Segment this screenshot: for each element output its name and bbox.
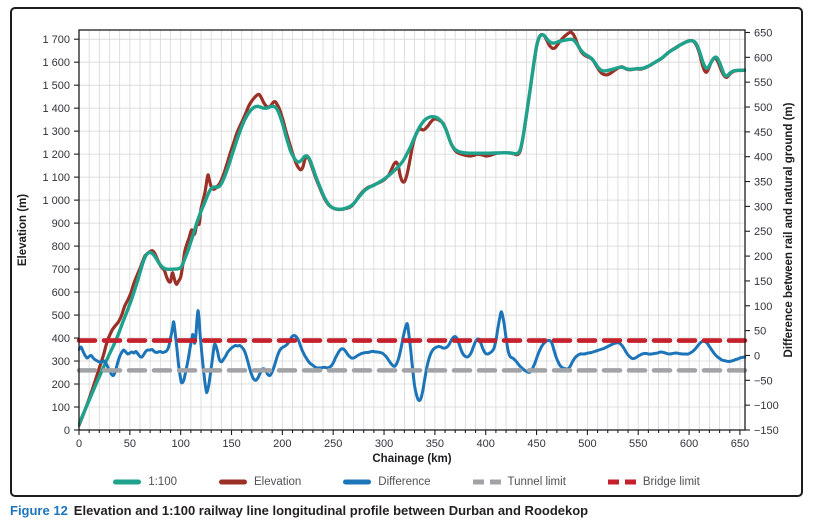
x-axis-title: Chainage (km)	[372, 453, 451, 465]
figure-frame: 0 100 200 300 400 500 600 700 800 900 1 000 1 100 1 …	[10, 7, 803, 497]
y-right-tick-label: 300	[754, 201, 772, 213]
y-right-tick-label: −50	[754, 375, 773, 387]
legend: 1:100 Elevation Difference Tunnel limit Brid…	[12, 476, 801, 488]
x-tick-label: 650	[731, 438, 749, 450]
y-right-tick-label: 400	[754, 152, 772, 164]
legend-swatch-elevation	[218, 479, 247, 485]
legend-label-bridge-limit: Bridge limit	[642, 476, 700, 488]
x-tick-label: 500	[578, 438, 596, 450]
legend-label-1-100: 1:100	[148, 476, 177, 488]
series-group	[76, 30, 748, 427]
legend-swatch-difference	[343, 479, 372, 485]
x-tick-label: 600	[680, 438, 698, 450]
y-left-tick-label: 500	[52, 310, 70, 322]
x-tick-label: 350	[426, 438, 444, 450]
y-right-tick-label: 100	[754, 301, 772, 313]
x-tick-label: 100	[171, 438, 189, 450]
y-left-tick-label: 1 300	[42, 126, 70, 138]
legend-swatch-bridge-limit	[607, 479, 636, 485]
x-tick-label: 150	[222, 438, 240, 450]
y-right-tick-label: −150	[754, 425, 779, 437]
legend-item-1-100: 1:100	[113, 476, 177, 488]
y-left-tick-label: 900	[52, 218, 70, 230]
x-tick-label: 450	[527, 438, 545, 450]
x-tick-label: 200	[273, 438, 291, 450]
y-right-tick-label: 0	[754, 350, 760, 362]
figure-title: Elevation and 1:100 railway line longitu…	[73, 503, 589, 518]
series-1-100-line	[78, 33, 746, 426]
y-left-tick-label: 600	[52, 287, 70, 299]
y-left-tick-label: 1 000	[42, 195, 70, 207]
x-tick-label: 250	[324, 438, 342, 450]
figure-number: Figure 12	[10, 503, 68, 518]
y-axis-title-left: Elevation (m)	[17, 194, 29, 266]
y-right-tick-label: 50	[754, 326, 766, 338]
x-tick-label: 400	[477, 438, 495, 450]
y-right-tick-label: 600	[754, 52, 772, 64]
y-right-tick-label: −100	[754, 400, 779, 412]
legend-item-elevation: Elevation	[218, 476, 302, 488]
legend-label-elevation: Elevation	[253, 476, 302, 488]
y-left-tick-label: 100	[52, 402, 70, 414]
legend-swatch-1-100	[113, 479, 142, 485]
figure-caption: Figure 12 Elevation and 1:100 railway lin…	[10, 503, 588, 518]
y-left-tick-label: 800	[52, 241, 70, 253]
y-left-tick-label: 300	[52, 356, 70, 368]
y-right-tick-label: 450	[754, 127, 772, 139]
legend-item-tunnel-limit: Tunnel limit	[472, 476, 566, 488]
legend-item-difference: Difference	[343, 476, 431, 488]
y-left-tick-label: 1 400	[42, 103, 70, 115]
y-left-tick-label: 400	[52, 333, 70, 345]
y-left-tick-label: 1 100	[42, 172, 70, 184]
x-tick-label: 0	[76, 438, 82, 450]
series-difference-line	[78, 309, 746, 403]
axis-ticks	[74, 31, 750, 435]
y-right-tick-label: 350	[754, 177, 772, 189]
y-axis-title-right: Difference between rail and natural grou…	[783, 102, 795, 357]
y-right-tick-label: 500	[754, 102, 772, 114]
y-right-tick-label: 650	[754, 27, 772, 39]
legend-swatch-tunnel-limit	[472, 479, 501, 485]
x-tick-label: 550	[629, 438, 647, 450]
y-right-tick-label: 250	[754, 226, 772, 238]
legend-label-tunnel-limit: Tunnel limit	[507, 476, 566, 488]
y-left-tick-label: 1 500	[42, 80, 70, 92]
x-tick-label: 50	[124, 438, 136, 450]
plot-border	[78, 29, 746, 431]
y-left-tick-label: 1 700	[42, 34, 70, 46]
legend-label-difference: Difference	[378, 476, 431, 488]
y-right-tick-label: 150	[754, 276, 772, 288]
y-left-tick-label: 0	[64, 425, 70, 437]
y-right-tick-label: 550	[754, 77, 772, 89]
y-left-tick-label: 200	[52, 379, 70, 391]
y-right-tick-label: 200	[754, 251, 772, 263]
y-left-tick-label: 1 200	[42, 149, 70, 161]
x-tick-label: 300	[375, 438, 393, 450]
y-left-tick-label: 700	[52, 264, 70, 276]
legend-item-bridge-limit: Bridge limit	[607, 476, 700, 488]
y-left-tick-label: 1 600	[42, 57, 70, 69]
